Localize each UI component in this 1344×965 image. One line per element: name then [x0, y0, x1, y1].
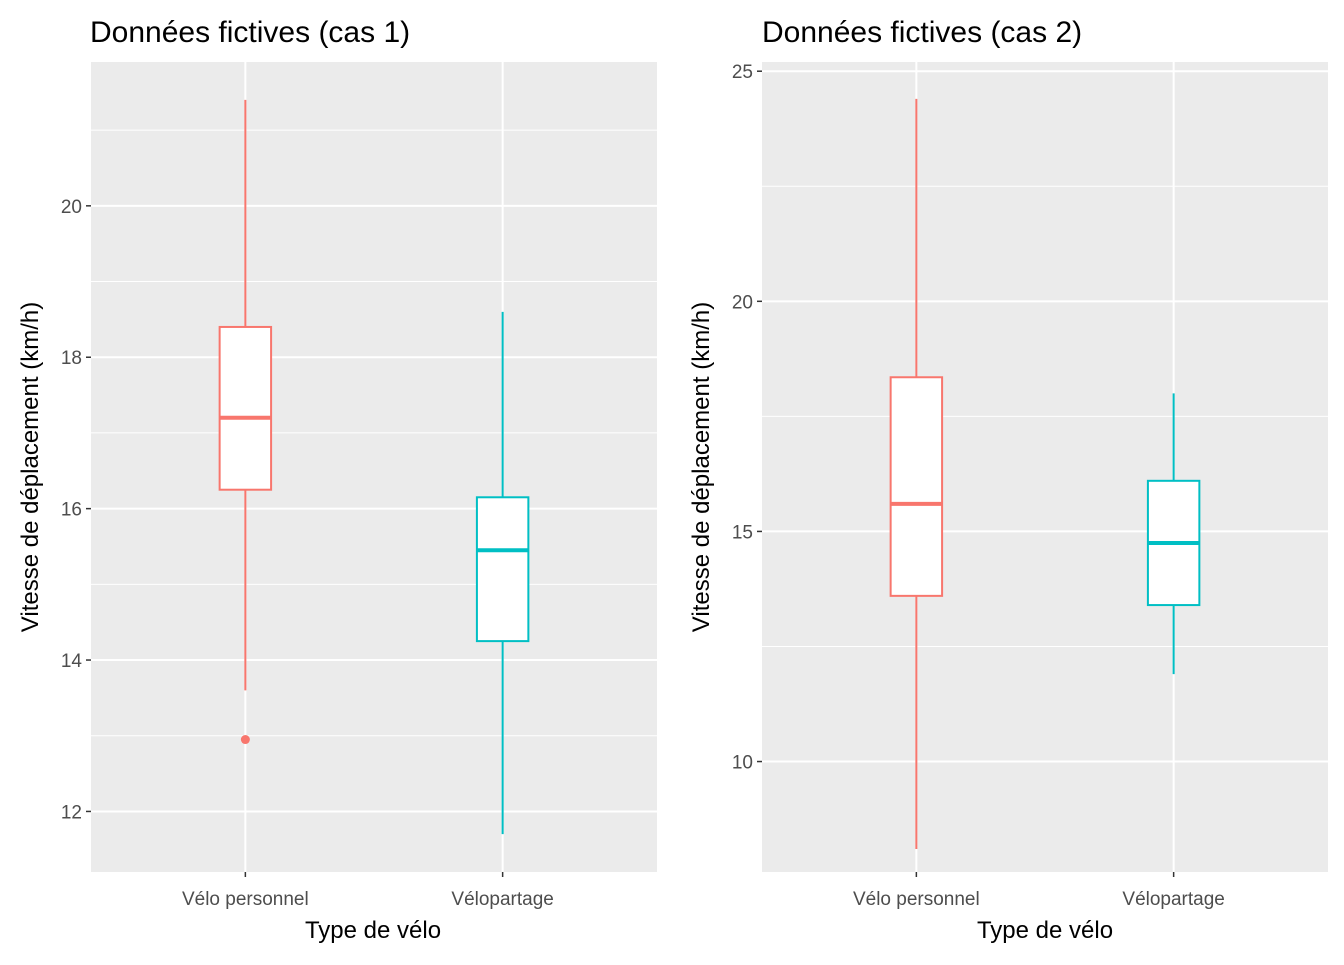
y-tick-label: 18 — [61, 348, 82, 369]
box-iqr — [218, 325, 273, 491]
box-velopartage — [1146, 393, 1201, 675]
x-tick-label: Vélo personnel — [853, 889, 980, 910]
box-iqr — [475, 496, 530, 643]
panel-cas-1: Données fictives (cas 1) Type de vélo Vi… — [17, 16, 657, 944]
chart-title: Données fictives (cas 2) — [762, 16, 1082, 49]
x-tick-label: Vélo personnel — [182, 889, 309, 910]
y-tick-label: 16 — [61, 500, 82, 521]
y-tick-label: 15 — [732, 522, 753, 543]
panel-cas-2: Données fictives (cas 2) Type de vélo Vi… — [688, 16, 1328, 944]
box-velopartage — [475, 311, 530, 835]
panel-background — [762, 62, 1328, 872]
panel-background — [91, 62, 657, 872]
chart-title: Données fictives (cas 1) — [90, 16, 410, 49]
x-axis-title: Type de vélo — [977, 917, 1113, 944]
y-tick-label: 25 — [732, 62, 753, 83]
plot-area — [762, 62, 1328, 872]
y-tick-label: 20 — [732, 292, 753, 313]
x-tick-label: Vélopartage — [451, 889, 553, 910]
y-tick-label: 14 — [61, 651, 83, 672]
x-tick-label: Vélopartage — [1122, 889, 1224, 910]
y-tick-label: 12 — [61, 802, 82, 823]
plot-area — [91, 62, 657, 872]
box-velo-personnel — [889, 98, 944, 849]
box-iqr — [889, 376, 944, 597]
y-tick-label: 10 — [732, 753, 753, 774]
y-tick-label: 20 — [61, 197, 82, 218]
y-axis-title: Vitesse de déplacement (km/h) — [688, 302, 715, 632]
box-velo-personnel — [218, 99, 273, 745]
outlier-point — [240, 735, 250, 745]
x-axis-title: Type de vélo — [305, 917, 441, 944]
y-axis-title: Vitesse de déplacement (km/h) — [17, 302, 44, 632]
